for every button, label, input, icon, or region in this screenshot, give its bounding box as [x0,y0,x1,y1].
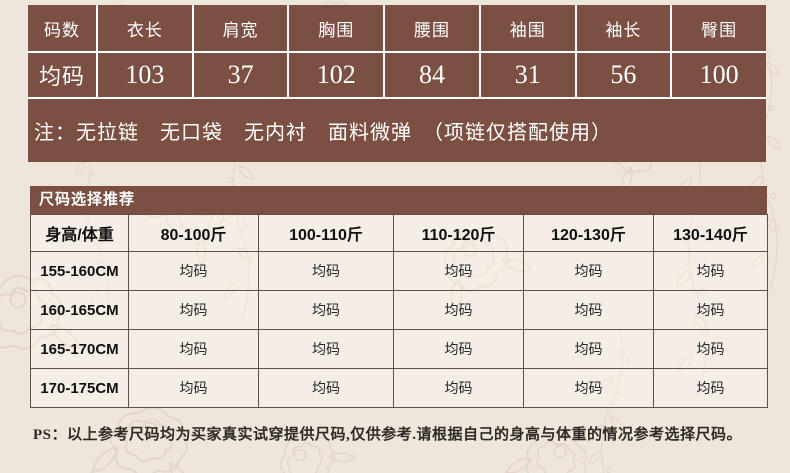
size-cell: 均码 [653,290,768,330]
spec-col-header-size: 码数 [28,5,96,51]
table-row: 170-175CM 均码 均码 均码 均码 均码 [30,368,768,408]
spec-col-header-sleeve-girth: 袖围 [480,5,575,51]
size-cell: 均码 [523,290,654,330]
spec-col-header-shoulder: 肩宽 [193,5,288,51]
size-cell: 均码 [393,368,524,408]
size-cell: 均码 [523,329,654,369]
size-cell: 均码 [653,329,768,369]
spec-note: 注：无拉链 无口袋 无内衬 面料微弹 （项链仅搭配使用） [28,99,766,162]
size-cell: 均码 [128,251,259,291]
spec-col-header-sleeve-length: 袖长 [576,5,671,51]
size-cell: 均码 [258,290,394,330]
spec-value-bust: 102 [289,53,384,97]
spec-value-waist: 84 [385,53,479,97]
size-cell: 均码 [258,329,394,369]
size-cell: 均码 [523,251,654,291]
size-cell: 均码 [258,251,394,291]
weight-header: 130-140斤 [653,214,768,252]
spec-col-header-hip: 臀围 [672,5,766,51]
spec-size-label: 均码 [28,53,96,97]
spec-value-shoulder: 37 [193,53,288,97]
height-range-label: 165-170CM [30,329,129,369]
size-recommendation-table: 身高/体重 80-100斤 100-110斤 110-120斤 120-130斤… [30,214,768,408]
spec-value-sleeve-girth: 31 [480,53,575,97]
weight-header: 100-110斤 [258,214,394,252]
ps-disclaimer-note: PS：以上参考尺码均为买家真实试穿提供尺码,仅供参考.请根据自己的身高与体重的情… [33,427,743,443]
size-cell: 均码 [128,329,259,369]
height-range-label: 155-160CM [30,251,129,291]
spec-col-header-length: 衣长 [98,5,192,51]
weight-header: 80-100斤 [128,214,259,252]
size-spec-panel: 码数 衣长 肩宽 胸围 腰围 袖围 袖长 臀围 均码 103 37 102 84… [28,5,766,162]
recommendation-header-row: 身高/体重 80-100斤 100-110斤 110-120斤 120-130斤… [30,214,768,252]
size-cell: 均码 [653,368,768,408]
spec-col-header-bust: 胸围 [289,5,384,51]
table-row: 155-160CM 均码 均码 均码 均码 均码 [30,251,768,291]
size-cell: 均码 [523,368,654,408]
size-cell: 均码 [128,290,259,330]
spec-value-sleeve-length: 56 [576,53,671,97]
weight-header: 110-120斤 [393,214,524,252]
height-range-label: 170-175CM [30,368,129,408]
corner-header-height-weight: 身高/体重 [30,214,129,252]
size-cell: 均码 [128,368,259,408]
size-cell: 均码 [393,290,524,330]
spec-value-length: 103 [98,53,192,97]
recommendation-title: 尺码选择推荐 [30,186,767,214]
height-range-label: 160-165CM [30,290,129,330]
table-row: 165-170CM 均码 均码 均码 均码 均码 [30,329,768,369]
spec-value-hip: 100 [672,53,766,97]
size-cell: 均码 [258,368,394,408]
table-row: 160-165CM 均码 均码 均码 均码 均码 [30,290,768,330]
weight-header: 120-130斤 [523,214,654,252]
size-recommendation-panel: 尺码选择推荐 身高/体重 80-100斤 100-110斤 110-120斤 1… [30,186,768,408]
size-cell: 均码 [393,251,524,291]
size-cell: 均码 [393,329,524,369]
size-cell: 均码 [653,251,768,291]
spec-col-header-waist: 腰围 [385,5,479,51]
